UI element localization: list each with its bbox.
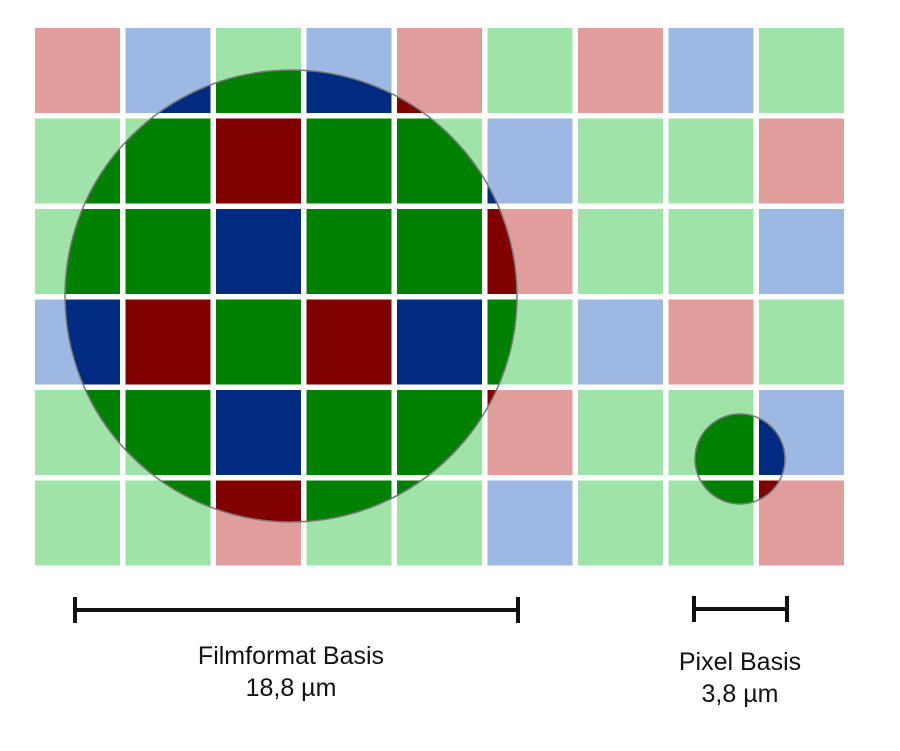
pixel-cell-g bbox=[35, 480, 120, 566]
pixel-circle-outline bbox=[694, 413, 786, 505]
pixel-cell-g bbox=[125, 390, 211, 475]
pixel-label: Pixel Basis 3,8 µm bbox=[640, 646, 840, 710]
pixel-cell-g bbox=[216, 299, 301, 385]
pixel-scale-bar bbox=[692, 596, 789, 622]
pixel-cell-g bbox=[487, 28, 573, 113]
film-label-title: Filmformat Basis bbox=[197, 642, 385, 670]
pixel-cell-g bbox=[306, 390, 392, 475]
pixel-cell-g bbox=[668, 118, 754, 204]
pixel-cell-b bbox=[397, 299, 482, 385]
pixel-cell-r bbox=[578, 28, 663, 113]
film-label-value: 18,8 µm bbox=[245, 674, 337, 702]
pixel-cell-r bbox=[668, 299, 754, 385]
pixel-cell-g bbox=[578, 390, 663, 475]
pixel-cell-g bbox=[578, 118, 663, 204]
pixel-cell-g bbox=[397, 480, 482, 566]
pixel-label-value: 3,8 µm bbox=[701, 680, 779, 708]
pixel-cell-g bbox=[397, 209, 482, 294]
pixel-cell-g bbox=[759, 28, 844, 113]
pixel-cell-g bbox=[125, 118, 211, 204]
pixel-cell-g bbox=[125, 209, 211, 294]
pixel-cell-g bbox=[578, 209, 663, 294]
pixel-cell-r bbox=[759, 480, 844, 566]
pixel-cell-b bbox=[668, 28, 754, 113]
pixel-cell-g bbox=[759, 299, 844, 385]
film-label: Filmformat Basis 18,8 µm bbox=[141, 640, 441, 704]
pixel-cell-g bbox=[578, 480, 663, 566]
pixel-cell-g bbox=[668, 209, 754, 294]
film-scale-bar bbox=[73, 597, 520, 623]
pixel-cell-b bbox=[759, 209, 844, 294]
pixel-cell-r bbox=[306, 299, 392, 385]
pixel-cell-r bbox=[397, 28, 482, 113]
pixel-cell-r bbox=[216, 118, 301, 204]
pixel-cell-b bbox=[578, 299, 663, 385]
pixel-cell-r bbox=[35, 28, 120, 113]
pixel-cell-b bbox=[216, 390, 301, 475]
pixel-cell-b bbox=[216, 209, 301, 294]
film-circle-outline bbox=[64, 69, 518, 523]
pixel-cell-g bbox=[306, 209, 392, 294]
pixel-cell-b bbox=[487, 480, 573, 566]
pixel-cell-r bbox=[487, 390, 573, 475]
pixel-cell-r bbox=[759, 118, 844, 204]
pixel-label-title: Pixel Basis bbox=[678, 648, 802, 676]
pixel-cell-g bbox=[306, 118, 392, 204]
pixel-cell-b bbox=[487, 118, 573, 204]
pixel-cell-r bbox=[125, 299, 211, 385]
